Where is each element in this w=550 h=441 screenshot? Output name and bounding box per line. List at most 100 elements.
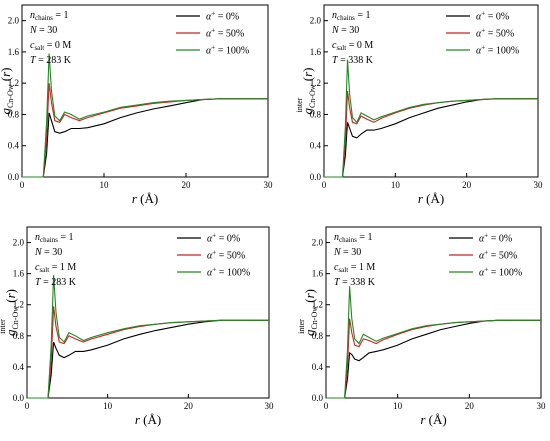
annotation-csalt: csalt = 1 M bbox=[334, 262, 375, 274]
x-tick-label: 10 bbox=[391, 180, 401, 190]
x-tick-label: 20 bbox=[465, 401, 475, 411]
annotation-temperature: T = 283 K bbox=[35, 277, 77, 288]
svg-text:gCn-Ow (r): gCn-Ow (r) bbox=[3, 289, 20, 336]
y-tick-label: 0.0 bbox=[312, 393, 324, 403]
y-tick-label: 0.0 bbox=[310, 172, 322, 182]
x-tick-label: 30 bbox=[265, 401, 275, 411]
x-tick-label: 0 bbox=[25, 401, 30, 411]
x-axis-label: r (Å) bbox=[420, 412, 446, 427]
x-tick-label: 20 bbox=[184, 401, 194, 411]
series-line-2 bbox=[326, 318, 541, 399]
y-axis-label: gCn-Ow (r)inter bbox=[297, 289, 319, 336]
annotation-csalt: csalt = 0 M bbox=[30, 40, 71, 52]
legend-entry-1: α+ = 0% bbox=[207, 232, 240, 245]
annotation-nchains: nchains = 1 bbox=[35, 232, 74, 244]
annotation-n: N = 30 bbox=[333, 247, 361, 258]
legend-entry-1: α+ = 0% bbox=[476, 10, 509, 23]
annotation-temperature: T = 338 K bbox=[334, 277, 376, 288]
x-tick-label: 0 bbox=[324, 401, 329, 411]
x-axis-label: r (Å) bbox=[418, 191, 444, 206]
y-tick-label: 0.4 bbox=[312, 362, 324, 372]
x-tick-label: 30 bbox=[537, 401, 547, 411]
legend-entry-2: α+ = 50% bbox=[206, 27, 244, 40]
series-line-1 bbox=[22, 98, 268, 178]
annotation-csalt: csalt = 1 M bbox=[35, 262, 76, 274]
y-tick-label: 0.0 bbox=[8, 172, 20, 182]
series-line-1 bbox=[326, 319, 541, 399]
y-tick-label: 2.0 bbox=[8, 16, 20, 26]
y-tick-label: 0.4 bbox=[13, 362, 25, 372]
y-tick-label: 0.4 bbox=[8, 141, 20, 151]
annotation-csalt: csalt = 0 M bbox=[332, 40, 373, 52]
series-line-3 bbox=[326, 286, 541, 399]
chart-panel-bottom-left: 0.0 0.4 0.8 1.2 1.6 2.0 0 10 20 30 r (Å) gCn-Ow (r)… bbox=[0, 226, 275, 427]
x-tick-label: 10 bbox=[393, 401, 403, 411]
series-line-1 bbox=[324, 98, 538, 178]
y-axis-superscript: inter bbox=[0, 319, 7, 334]
annotation-nchains: nchains = 1 bbox=[334, 232, 373, 244]
legend-entry-3: α+ = 100% bbox=[206, 44, 249, 57]
legend-entry-2: α+ = 50% bbox=[207, 249, 245, 262]
y-axis-label: gCn-Ow (r)inter bbox=[0, 67, 15, 114]
svg-text:gCn-Ow (r): gCn-Ow (r) bbox=[302, 289, 319, 336]
y-tick-label: 1.2 bbox=[8, 78, 19, 88]
legend-entry-1: α+ = 0% bbox=[479, 232, 512, 245]
x-tick-label: 20 bbox=[182, 180, 192, 190]
svg-text:gCn-Ow (r): gCn-Ow (r) bbox=[300, 67, 317, 114]
y-tick-label: 0.8 bbox=[310, 109, 322, 119]
y-tick-label: 0.4 bbox=[310, 141, 322, 151]
series-line-2 bbox=[22, 83, 268, 178]
svg-text:gCn-Ow (r): gCn-Ow (r) bbox=[0, 67, 15, 114]
annotation-n: N = 30 bbox=[34, 247, 62, 258]
y-tick-label: 2.0 bbox=[13, 238, 25, 248]
y-axis-superscript: inter bbox=[0, 97, 2, 112]
y-axis-superscript: inter bbox=[295, 97, 304, 112]
legend-entry-3: α+ = 100% bbox=[479, 266, 522, 279]
y-tick-label: 2.0 bbox=[310, 16, 322, 26]
plot-frame bbox=[325, 226, 542, 399]
annotation-nchains: nchains = 1 bbox=[30, 10, 69, 22]
x-axis-label: r (Å) bbox=[132, 191, 158, 206]
series-line-1 bbox=[27, 319, 269, 399]
series-line-3 bbox=[27, 275, 269, 399]
y-tick-label: 1.2 bbox=[13, 300, 24, 310]
plot-frame bbox=[323, 4, 539, 178]
y-tick-label: 0.8 bbox=[13, 331, 25, 341]
x-tick-label: 20 bbox=[462, 180, 472, 190]
annotation-temperature: T = 338 K bbox=[332, 55, 374, 66]
y-tick-label: 0.0 bbox=[13, 393, 25, 403]
series-line-3 bbox=[324, 59, 538, 178]
annotation-nchains: nchains = 1 bbox=[332, 10, 371, 22]
annotation-n: N = 30 bbox=[331, 25, 359, 36]
y-tick-label: 1.2 bbox=[312, 300, 323, 310]
annotation-n: N = 30 bbox=[29, 25, 57, 36]
y-tick-label: 1.6 bbox=[310, 47, 322, 57]
annotation-temperature: T = 283 K bbox=[30, 55, 72, 66]
y-tick-label: 1.2 bbox=[310, 78, 321, 88]
x-axis-label: r (Å) bbox=[135, 412, 161, 427]
x-tick-label: 0 bbox=[20, 180, 25, 190]
legend-entry-1: α+ = 0% bbox=[206, 10, 239, 23]
x-tick-label: 10 bbox=[100, 180, 110, 190]
legend-entry-2: α+ = 50% bbox=[476, 27, 514, 40]
chart-panel-top-right: 0.0 0.4 0.8 1.2 1.6 2.0 0 10 20 30 r (Å) gCn-Ow (r)… bbox=[295, 4, 544, 206]
x-tick-label: 10 bbox=[103, 401, 113, 411]
y-axis-label: gCn-Ow (r)inter bbox=[0, 289, 20, 336]
y-tick-label: 2.0 bbox=[312, 238, 324, 248]
y-tick-label: 1.6 bbox=[312, 269, 324, 279]
series-line-3 bbox=[22, 53, 268, 178]
y-tick-label: 0.8 bbox=[312, 331, 324, 341]
x-tick-label: 30 bbox=[264, 180, 274, 190]
x-tick-label: 30 bbox=[534, 180, 544, 190]
y-axis-superscript: inter bbox=[297, 319, 306, 334]
chart-panel-top-left: 0.0 0.4 0.8 1.2 1.6 2.0 0 10 20 30 r (Å) gCn-Ow (r)… bbox=[0, 4, 274, 206]
y-axis-label: gCn-Ow (r)inter bbox=[295, 67, 317, 114]
y-tick-label: 0.8 bbox=[8, 109, 20, 119]
legend-entry-3: α+ = 100% bbox=[207, 266, 250, 279]
x-tick-label: 0 bbox=[322, 180, 327, 190]
legend-entry-3: α+ = 100% bbox=[476, 44, 519, 57]
y-tick-label: 1.6 bbox=[8, 47, 20, 57]
plot-frame bbox=[21, 4, 269, 178]
chart-panel-bottom-right: 0.0 0.4 0.8 1.2 1.6 2.0 0 10 20 30 r (Å) gCn-Ow (r)… bbox=[297, 226, 547, 427]
y-tick-label: 1.6 bbox=[13, 269, 25, 279]
